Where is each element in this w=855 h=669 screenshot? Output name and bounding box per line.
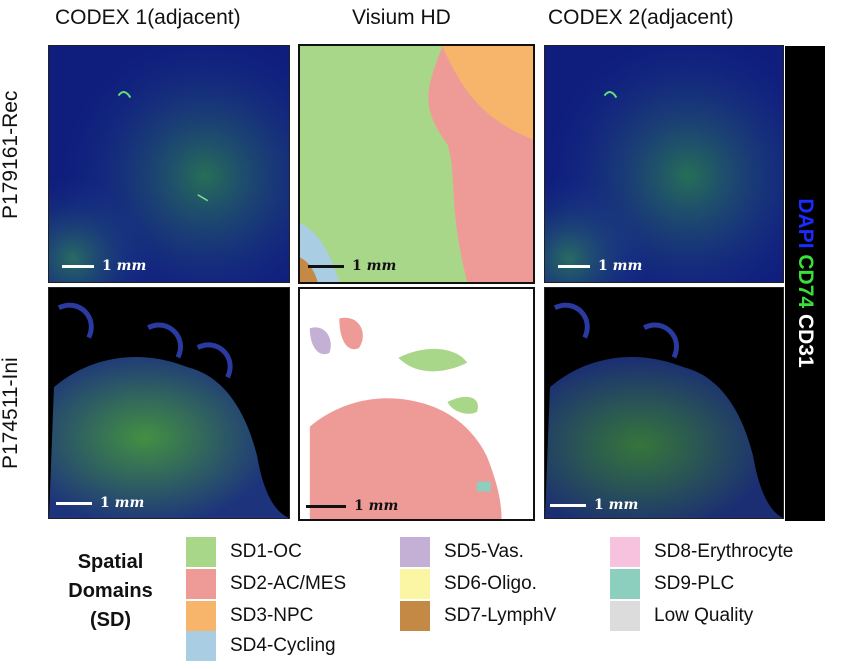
legend-title-line-2: Domains	[68, 580, 153, 602]
row-label-p179161: P179161-Rec	[0, 90, 22, 219]
legend-swatch	[186, 569, 216, 599]
legend-item-sd2: SD2-AC/MES	[186, 569, 346, 599]
scalebar-codex2-rec: 1 mm	[558, 258, 642, 274]
legend-swatch	[186, 631, 216, 661]
legend-item-sd9: SD9-PLC	[610, 569, 734, 599]
scalebar-codex1-ini: 1 mm	[56, 495, 144, 511]
legend-swatch	[610, 569, 640, 599]
legend-swatch	[186, 601, 216, 631]
legend-swatch	[186, 537, 216, 567]
legend-swatch	[400, 537, 430, 567]
legend-label: SD5-Vas.	[444, 541, 524, 562]
legend-title: Spatial Domains (SD)	[58, 548, 163, 635]
legend-label: SD6-Oligo.	[444, 573, 537, 594]
visium-rec-image	[298, 44, 535, 284]
codex2-rec-image	[544, 45, 784, 283]
codex1-ini-image	[48, 287, 290, 519]
scalebar-codex1-rec: 1 mm	[62, 258, 146, 274]
channel-cd31: CD31	[794, 313, 817, 368]
legend-item-sd1: SD1-OC	[186, 537, 302, 567]
legend-item-sd8: SD8-Erythrocyte	[610, 537, 793, 567]
legend-item-sd4: SD4-Cycling	[186, 631, 336, 661]
visium-ini-image	[298, 287, 535, 521]
column-title-visium: Visium HD	[352, 6, 451, 29]
legend-swatch	[610, 537, 640, 567]
legend-label: SD2-AC/MES	[230, 573, 347, 594]
channel-legend-strip	[785, 46, 825, 521]
legend-item-low-quality: Low Quality	[610, 601, 753, 631]
legend-label: SD9-PLC	[654, 573, 735, 594]
legend-swatch	[610, 601, 640, 631]
column-title-codex1: CODEX 1(adjacent)	[55, 6, 241, 29]
scalebar-codex2-ini: 1 mm	[550, 497, 638, 513]
codex2-ini-image	[544, 287, 784, 519]
scalebar-visium-rec: 1 mm	[308, 258, 396, 274]
legend-title-line-3: (SD)	[89, 609, 132, 631]
legend-item-sd7: SD7-LymphV	[400, 601, 556, 631]
legend-label: SD1-OC	[230, 541, 302, 562]
scalebar-visium-ini: 1 mm	[306, 498, 398, 514]
legend-item-sd3: SD3-NPC	[186, 601, 313, 631]
legend-label: SD3-NPC	[230, 605, 314, 626]
legend-swatch	[400, 569, 430, 599]
legend-item-sd6: SD6-Oligo.	[400, 569, 537, 599]
legend-item-sd5: SD5-Vas.	[400, 537, 524, 567]
legend-label: SD7-LymphV	[444, 605, 557, 626]
channel-legend-text: DAPI CD74 CD31	[793, 198, 817, 367]
legend-swatch	[400, 601, 430, 631]
codex1-rec-image	[48, 45, 290, 283]
row-label-p174511: P174511-Ini	[0, 357, 22, 469]
legend-title-line-1: Spatial	[77, 551, 144, 573]
channel-dapi: DAPI	[794, 198, 817, 249]
legend-label: Low Quality	[654, 605, 754, 626]
channel-cd74: CD74	[794, 254, 817, 309]
legend-label: SD8-Erythrocyte	[654, 541, 794, 562]
legend-label: SD4-Cycling	[230, 635, 336, 656]
column-title-codex2: CODEX 2(adjacent)	[548, 6, 734, 29]
